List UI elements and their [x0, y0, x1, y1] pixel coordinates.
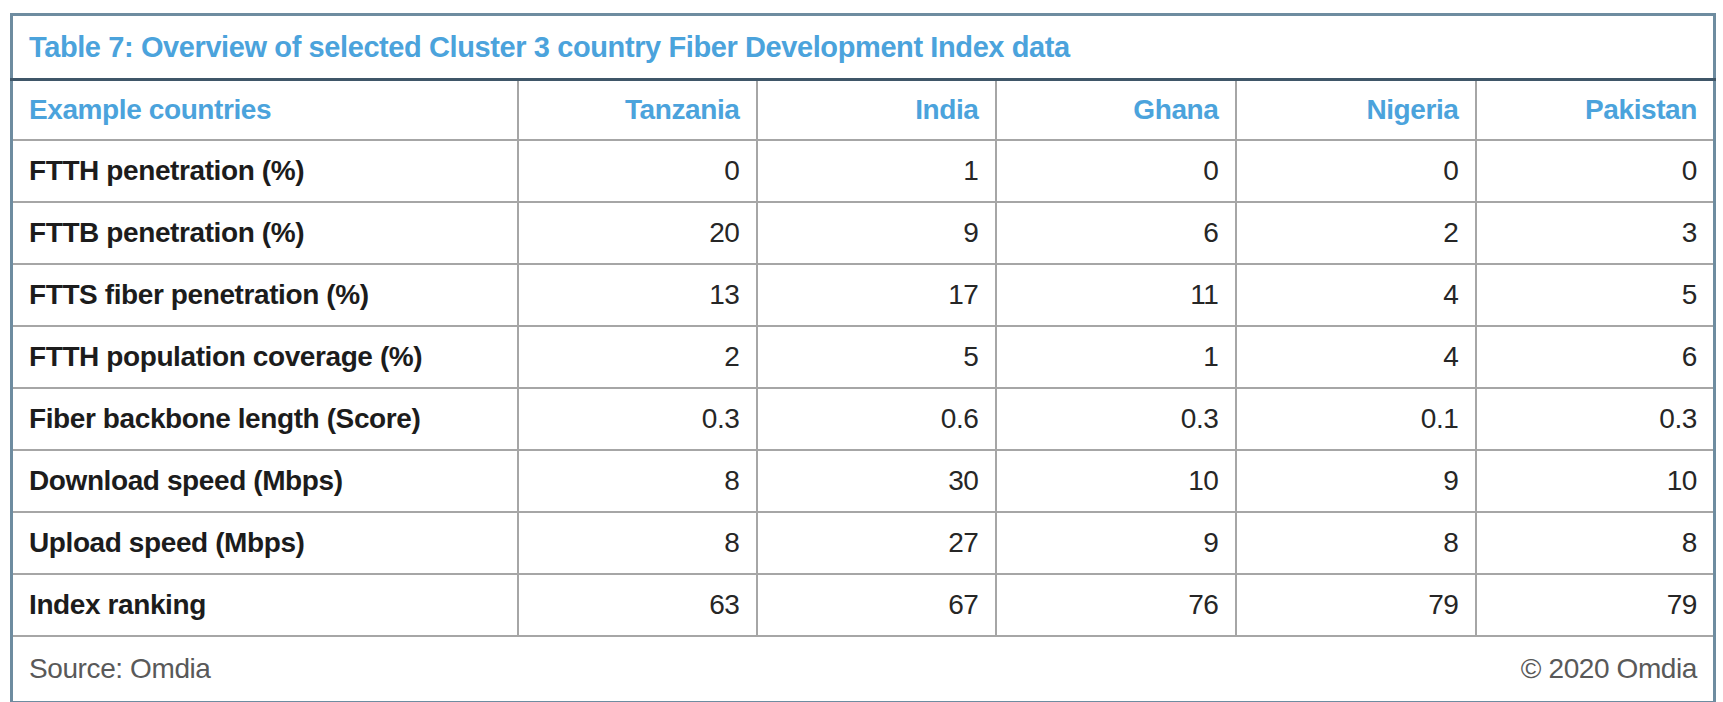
- page: Table 7: Overview of selected Cluster 3 …: [0, 0, 1723, 702]
- column-header-example-countries: Example countries: [12, 80, 518, 141]
- column-header-tanzania: Tanzania: [518, 80, 757, 141]
- column-header-row: Example countries TanzaniaIndiaGhanaNige…: [12, 80, 1715, 141]
- value-cell: 5: [757, 326, 996, 388]
- column-header-ghana: Ghana: [996, 80, 1236, 141]
- table-row: Download speed (Mbps)83010910: [12, 450, 1715, 512]
- value-cell: 0: [1476, 140, 1715, 202]
- value-cell: 11: [996, 264, 1236, 326]
- table-row: Upload speed (Mbps)827988: [12, 512, 1715, 574]
- value-cell: 5: [1476, 264, 1715, 326]
- value-cell: 1: [996, 326, 1236, 388]
- table-row: FTTH penetration (%)01000: [12, 140, 1715, 202]
- row-label: Index ranking: [12, 574, 518, 636]
- table-body: FTTH penetration (%)01000FTTB penetratio…: [12, 140, 1715, 636]
- column-header-pakistan: Pakistan: [1476, 80, 1715, 141]
- value-cell: 27: [757, 512, 996, 574]
- value-cell: 79: [1236, 574, 1476, 636]
- table-row: FTTB penetration (%)209623: [12, 202, 1715, 264]
- value-cell: 2: [1236, 202, 1476, 264]
- value-cell: 30: [757, 450, 996, 512]
- column-header-india: India: [757, 80, 996, 141]
- value-cell: 0.1: [1236, 388, 1476, 450]
- value-cell: 76: [996, 574, 1236, 636]
- copyright-note: © 2020 Omdia: [1521, 653, 1697, 685]
- value-cell: 0.3: [518, 388, 757, 450]
- table-row: FTTH population coverage (%)25146: [12, 326, 1715, 388]
- value-cell: 1: [757, 140, 996, 202]
- value-cell: 63: [518, 574, 757, 636]
- value-cell: 6: [996, 202, 1236, 264]
- value-cell: 0.3: [996, 388, 1236, 450]
- value-cell: 8: [518, 512, 757, 574]
- row-label: Download speed (Mbps): [12, 450, 518, 512]
- value-cell: 4: [1236, 264, 1476, 326]
- column-header-nigeria: Nigeria: [1236, 80, 1476, 141]
- table-row: Fiber backbone length (Score)0.30.60.30.…: [12, 388, 1715, 450]
- table-title: Table 7: Overview of selected Cluster 3 …: [12, 15, 1715, 80]
- value-cell: 4: [1236, 326, 1476, 388]
- row-label: Upload speed (Mbps): [12, 512, 518, 574]
- value-cell: 67: [757, 574, 996, 636]
- value-cell: 0: [1236, 140, 1476, 202]
- row-label: FTTH penetration (%): [12, 140, 518, 202]
- value-cell: 8: [1476, 512, 1715, 574]
- value-cell: 2: [518, 326, 757, 388]
- row-label: FTTS fiber penetration (%): [12, 264, 518, 326]
- value-cell: 10: [1476, 450, 1715, 512]
- value-cell: 8: [1236, 512, 1476, 574]
- footer-cell: Source: Omdia © 2020 Omdia: [12, 636, 1715, 702]
- value-cell: 0: [996, 140, 1236, 202]
- value-cell: 10: [996, 450, 1236, 512]
- table-row: Index ranking6367767979: [12, 574, 1715, 636]
- value-cell: 9: [1236, 450, 1476, 512]
- value-cell: 0.6: [757, 388, 996, 450]
- table-row: FTTS fiber penetration (%)13171145: [12, 264, 1715, 326]
- value-cell: 13: [518, 264, 757, 326]
- value-cell: 8: [518, 450, 757, 512]
- row-label: Fiber backbone length (Score): [12, 388, 518, 450]
- value-cell: 17: [757, 264, 996, 326]
- value-cell: 9: [757, 202, 996, 264]
- footer-row: Source: Omdia © 2020 Omdia: [12, 636, 1715, 702]
- value-cell: 0: [518, 140, 757, 202]
- source-note: Source: Omdia: [29, 653, 211, 685]
- value-cell: 79: [1476, 574, 1715, 636]
- row-label: FTTH population coverage (%): [12, 326, 518, 388]
- value-cell: 20: [518, 202, 757, 264]
- title-row: Table 7: Overview of selected Cluster 3 …: [12, 15, 1715, 80]
- value-cell: 0.3: [1476, 388, 1715, 450]
- fiber-development-index-table: Table 7: Overview of selected Cluster 3 …: [10, 13, 1716, 702]
- footer-content: Source: Omdia © 2020 Omdia: [29, 653, 1697, 685]
- value-cell: 6: [1476, 326, 1715, 388]
- value-cell: 9: [996, 512, 1236, 574]
- value-cell: 3: [1476, 202, 1715, 264]
- row-label: FTTB penetration (%): [12, 202, 518, 264]
